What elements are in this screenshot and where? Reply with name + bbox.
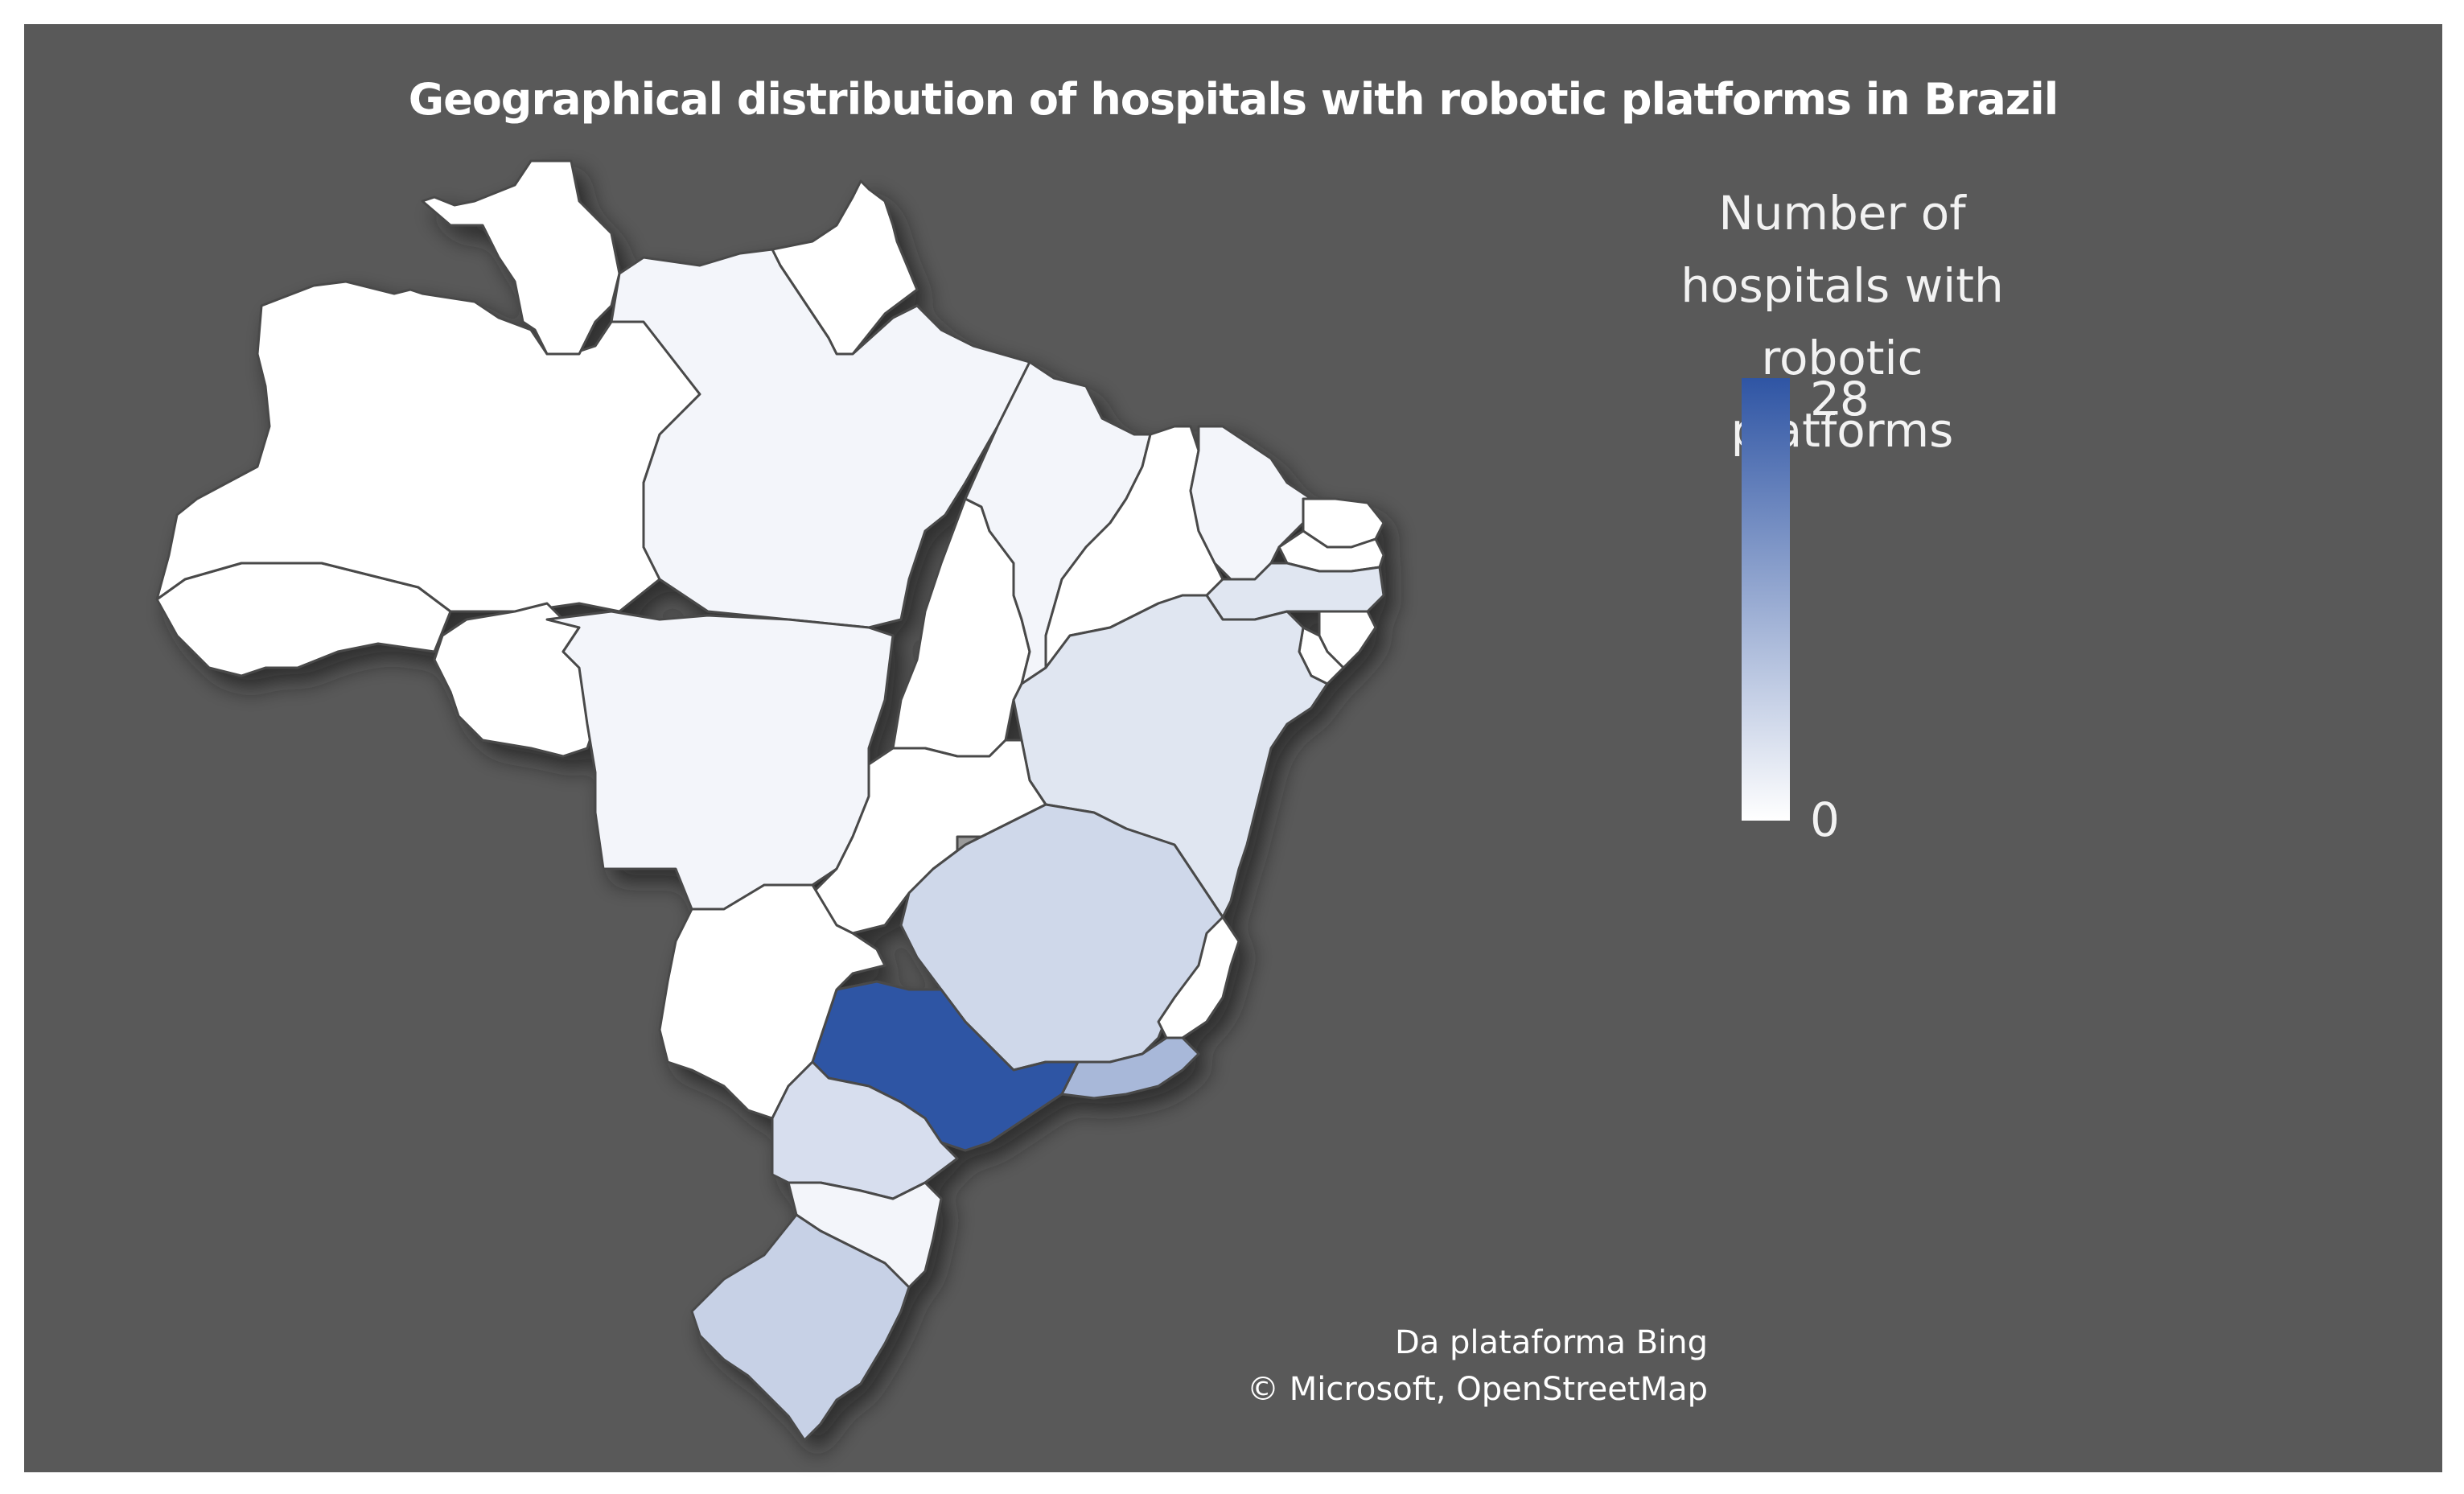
state-region-rio-grande-do-sul[interactable] — [690, 1213, 911, 1442]
state-region-ceara[interactable] — [1189, 425, 1313, 581]
map-attribution: Da plataforma Bing © Microsoft, OpenStre… — [1247, 1319, 1708, 1413]
state-region-mato-grosso-do-sul[interactable] — [658, 883, 886, 1120]
state-region-roraima[interactable] — [421, 159, 621, 356]
legend-title-line-1: Number of hospitals with — [1680, 186, 2004, 313]
attribution-copyright: © Microsoft, OpenStreetMap — [1247, 1371, 1708, 1408]
legend-min-label: 0 — [1810, 792, 1840, 847]
legend-color-scale — [1742, 378, 1790, 821]
legend-max-label: 28 — [1810, 372, 1870, 426]
legend-title-line-2: robotic platforms — [1730, 331, 1954, 458]
legend-title: Number of hospitals with robotic platfor… — [1657, 177, 2027, 467]
attribution-source: Da plataforma Bing — [1394, 1324, 1708, 1361]
state-region-amazonas[interactable] — [155, 280, 701, 613]
map-title: Geographical distribution of hospitals w… — [408, 74, 2059, 125]
state-region-espirito-santo[interactable] — [1157, 916, 1240, 1039]
